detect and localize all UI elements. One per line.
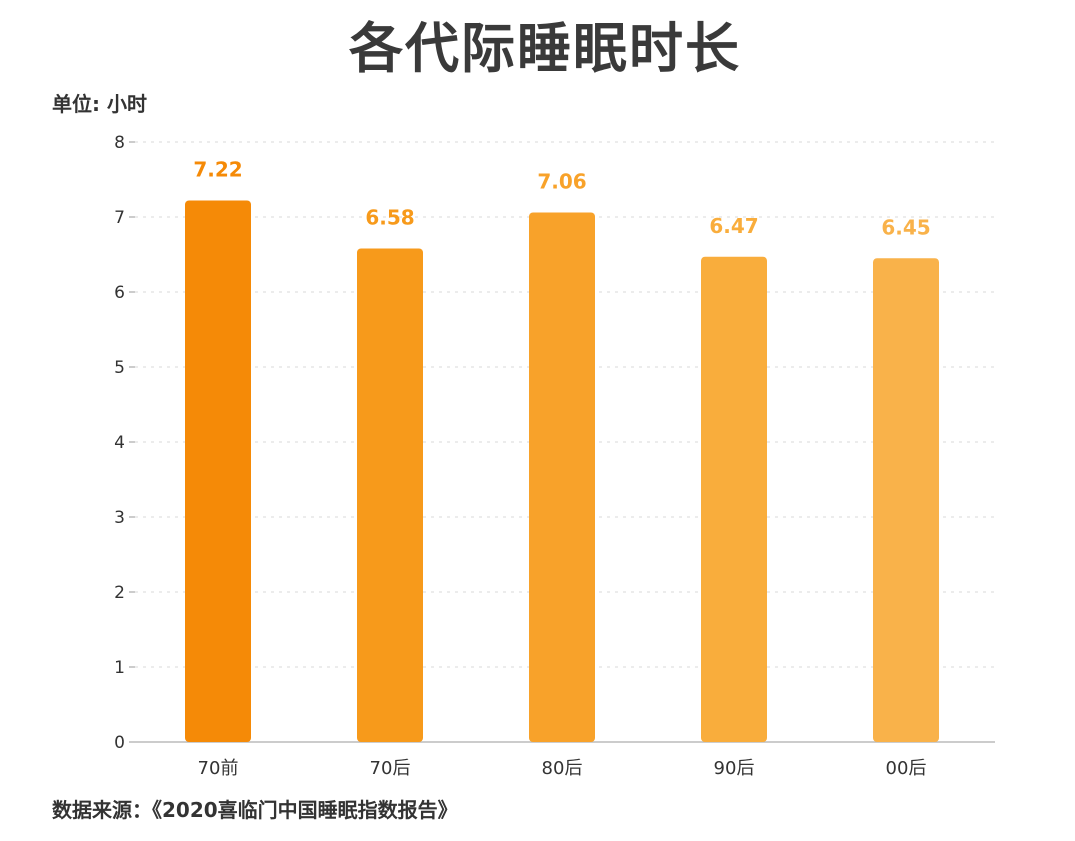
y-tick-label: 8 — [114, 133, 125, 153]
data-label: 7.22 — [193, 158, 242, 182]
x-tick-label: 00后 — [886, 758, 927, 779]
data-source-note: 数据来源：《2020喜临门中国睡眠指数报告》 — [52, 798, 458, 822]
y-tick-label: 0 — [114, 733, 125, 753]
y-tick-label: 6 — [114, 283, 125, 303]
y-tick-label: 4 — [114, 433, 125, 453]
data-label: 6.45 — [881, 215, 930, 239]
x-tick-label: 70后 — [370, 758, 411, 779]
y-axis-unit-label: 单位: 小时 — [52, 92, 147, 116]
bar-80后 — [529, 212, 595, 742]
y-tick-label: 5 — [114, 358, 125, 378]
data-label: 7.06 — [537, 170, 586, 194]
x-tick-label: 80后 — [542, 758, 583, 779]
x-tick-label: 90后 — [714, 758, 755, 779]
y-tick-label: 7 — [114, 208, 125, 228]
data-label: 6.47 — [709, 214, 758, 238]
bar-90后 — [701, 256, 767, 742]
x-tick-label: 70前 — [198, 758, 239, 779]
bar-70后 — [357, 248, 423, 742]
labels: 0 1 2 3 4 5 6 7 8 7.22 70前 6.58 70后 7.06 80后 6.47 90后 6.4… — [114, 133, 931, 779]
bar-00后 — [873, 258, 939, 742]
data-label: 6.58 — [365, 206, 414, 230]
bar-70前 — [185, 200, 251, 742]
chart-title: 各代际睡眠时长 — [349, 17, 741, 80]
y-tick-label: 1 — [114, 658, 125, 678]
y-tick-label: 3 — [114, 508, 125, 528]
bars — [185, 200, 939, 742]
y-tick-label: 2 — [114, 583, 125, 603]
